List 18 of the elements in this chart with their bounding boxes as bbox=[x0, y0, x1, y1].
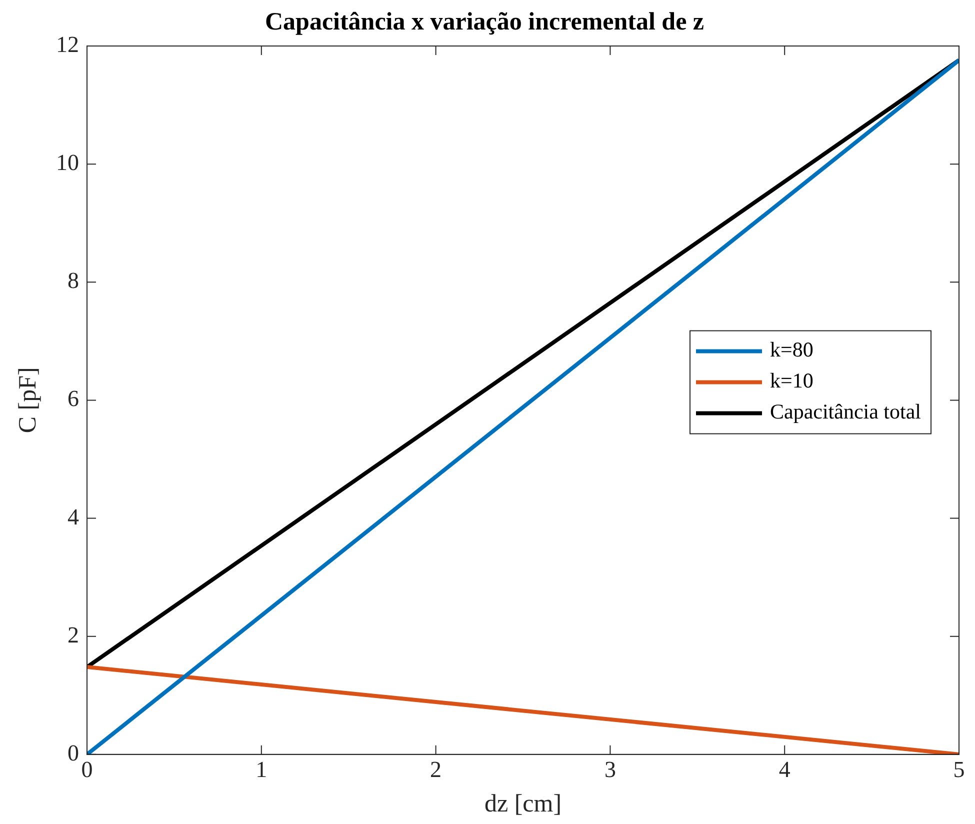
x-axis-title: dz [cm] bbox=[484, 790, 562, 818]
x-tick-label: 2 bbox=[430, 757, 442, 782]
legend-label: k=80 bbox=[770, 338, 814, 362]
y-tick-label: 2 bbox=[68, 622, 79, 648]
chart-title: Capacitância x variação incremental de z bbox=[264, 8, 704, 36]
x-tick-label: 4 bbox=[778, 757, 791, 782]
x-tick-label: 5 bbox=[953, 757, 965, 782]
x-tick-label: 1 bbox=[256, 757, 268, 782]
y-tick-label: 6 bbox=[68, 386, 79, 412]
legend-label: k=10 bbox=[770, 368, 814, 393]
y-tick-label: 0 bbox=[68, 740, 79, 766]
y-tick-label: 12 bbox=[56, 32, 79, 58]
y-axis-title: C [pF] bbox=[14, 367, 42, 434]
y-tick-label: 10 bbox=[56, 150, 79, 176]
y-tick-label: 4 bbox=[68, 504, 80, 530]
x-tick-label: 3 bbox=[604, 757, 616, 782]
y-tick-label: 8 bbox=[68, 268, 79, 294]
legend-label: Capacitância total bbox=[770, 400, 922, 424]
